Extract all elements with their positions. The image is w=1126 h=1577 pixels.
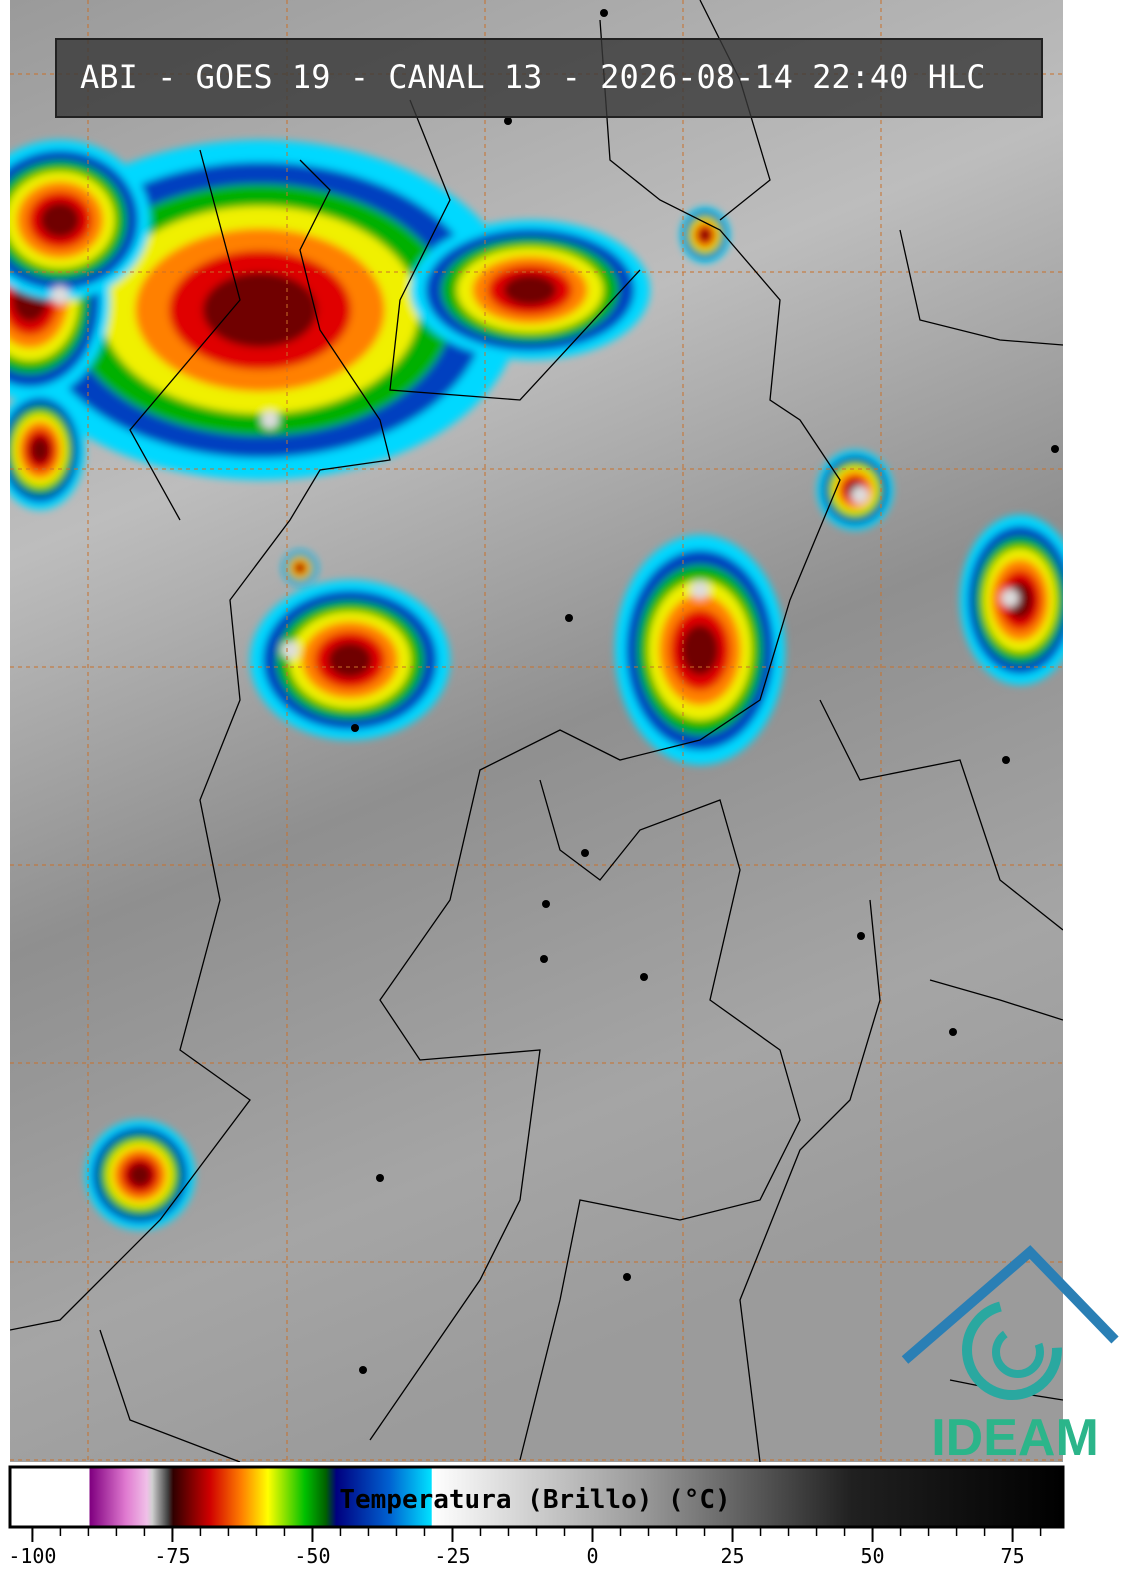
city bbox=[1002, 756, 1010, 764]
city bbox=[600, 9, 608, 17]
storm-cells bbox=[10, 140, 1063, 1230]
city bbox=[1051, 445, 1059, 453]
storm-ring bbox=[202, 272, 318, 348]
storm-ring bbox=[40, 202, 80, 238]
borders bbox=[10, 0, 1063, 1462]
tick-label: -50 bbox=[294, 1544, 330, 1568]
city bbox=[623, 1273, 631, 1281]
tick-label: -100 bbox=[8, 1544, 56, 1568]
logo: IDEAM bbox=[901, 1245, 1119, 1467]
colorbar-label: Temperatura (Brillo) (°C) bbox=[339, 1485, 730, 1515]
city bbox=[540, 955, 548, 963]
title: ABI - GOES 19 - CANAL 13 - 2026-08-14 22… bbox=[80, 58, 985, 96]
satellite-map bbox=[10, 0, 1063, 1462]
tick-label: 50 bbox=[861, 1544, 885, 1568]
city bbox=[359, 1366, 367, 1374]
overshooting-top bbox=[1001, 589, 1019, 607]
city bbox=[351, 724, 359, 732]
storm-ring bbox=[503, 274, 557, 306]
title-box bbox=[55, 38, 1043, 118]
storm-ring bbox=[328, 642, 372, 678]
storm-ring bbox=[296, 564, 304, 572]
city-markers bbox=[351, 9, 1059, 1374]
overshooting-top bbox=[261, 411, 279, 429]
city bbox=[640, 973, 648, 981]
logo-swirl-inner bbox=[992, 1326, 1044, 1378]
logo-roof bbox=[901, 1245, 1119, 1364]
overshooting-top bbox=[281, 641, 299, 659]
tick-label: 75 bbox=[1001, 1544, 1025, 1568]
city bbox=[542, 900, 550, 908]
city bbox=[857, 932, 865, 940]
city bbox=[565, 614, 573, 622]
logo-text: IDEAM bbox=[931, 1409, 1099, 1467]
storm-ring bbox=[699, 228, 711, 242]
graticule bbox=[10, 0, 1063, 1462]
storm-ring bbox=[681, 624, 719, 676]
colorbar-ticks: -100 -75 -50 -25 0 25 50 75 bbox=[8, 1528, 1042, 1568]
city bbox=[504, 117, 512, 125]
storm-ring bbox=[127, 1162, 153, 1188]
tick-label: 0 bbox=[586, 1544, 598, 1568]
overshooting-top bbox=[851, 486, 869, 504]
city bbox=[376, 1174, 384, 1182]
colorbar bbox=[8, 1465, 1065, 1529]
city bbox=[581, 849, 589, 857]
tick-label: -25 bbox=[434, 1544, 470, 1568]
storm-ring bbox=[30, 436, 50, 464]
overshooting-top bbox=[51, 286, 69, 304]
tick-label: -75 bbox=[154, 1544, 190, 1568]
city bbox=[949, 1028, 957, 1036]
tick-label: 25 bbox=[720, 1544, 744, 1568]
logo-swirl bbox=[962, 1300, 1062, 1400]
overshooting-top bbox=[691, 581, 709, 599]
